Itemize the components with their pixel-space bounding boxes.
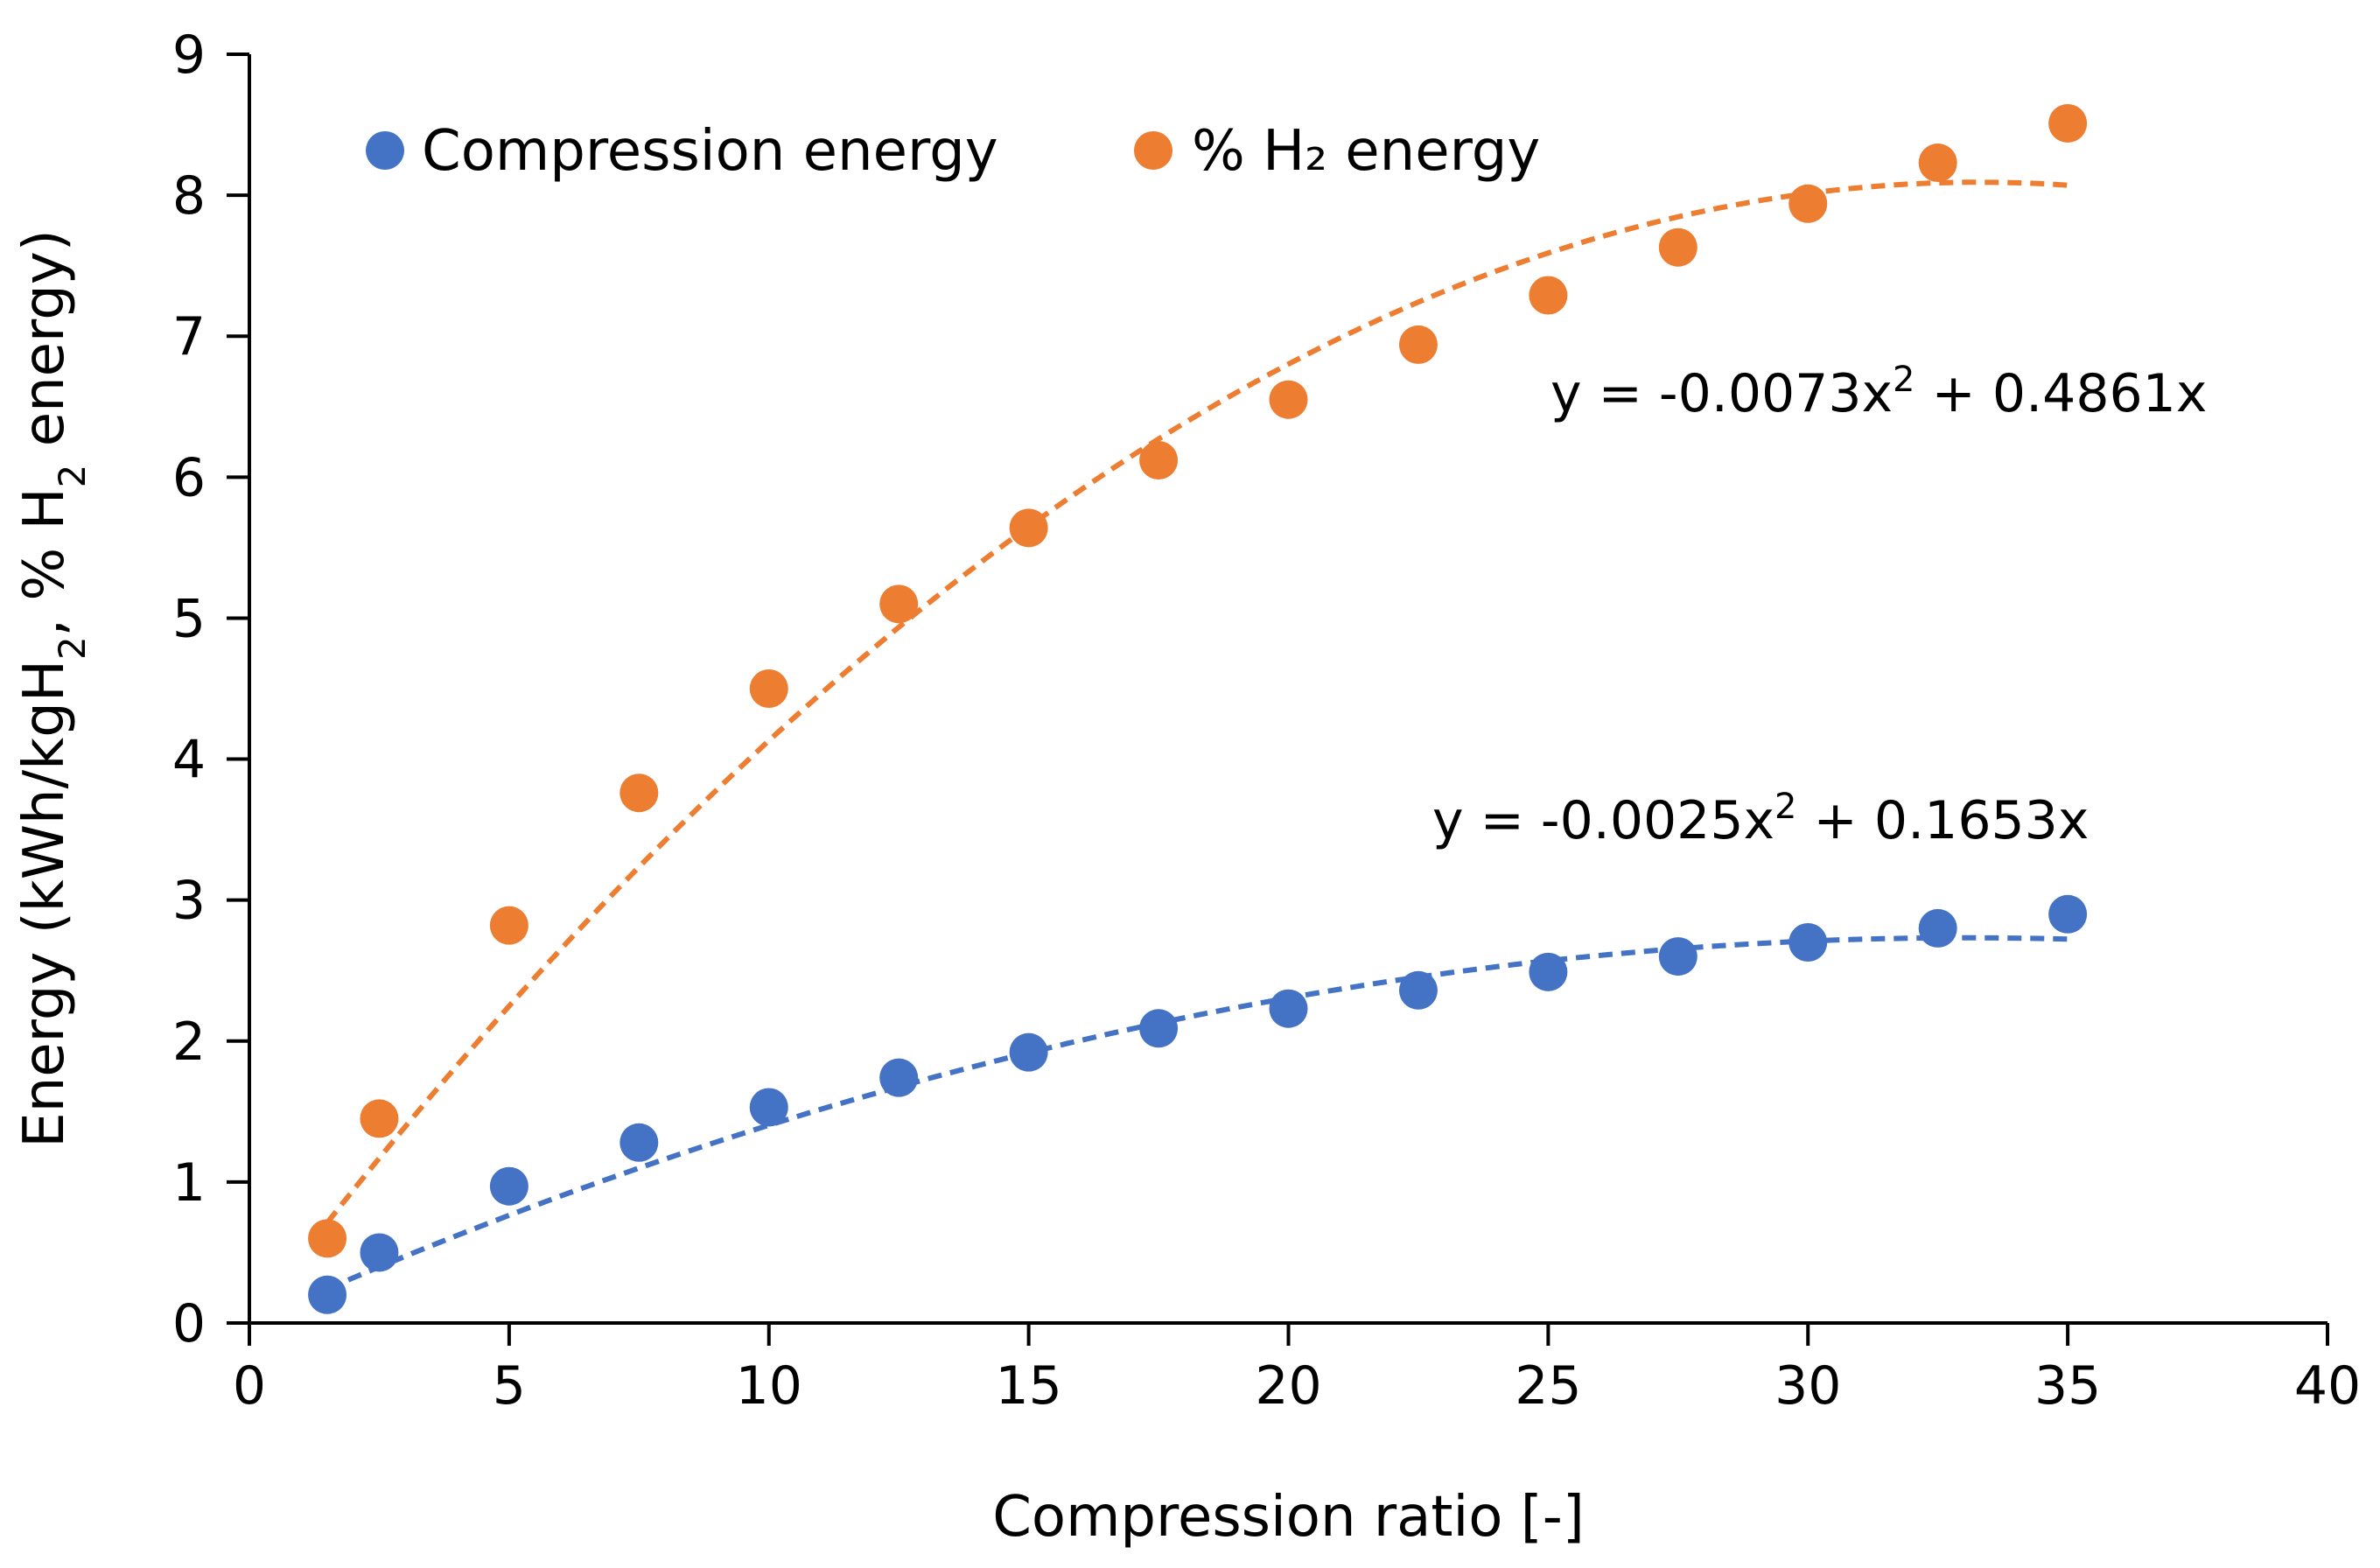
data-point-compression-energy <box>1139 1009 1179 1048</box>
y-tick-label: 8 <box>172 165 206 227</box>
trendline-h2-energy <box>325 179 2068 1225</box>
y-tick-label: 6 <box>172 447 206 508</box>
data-point-compression-energy <box>1269 989 1308 1028</box>
legend-label-compression-energy: Compression energy <box>422 119 998 184</box>
x-tick-label: 20 <box>1255 1355 1321 1417</box>
data-point-compression-energy <box>489 1166 528 1206</box>
data-point-h2-energy <box>1398 325 1438 364</box>
y-tick-label: 4 <box>172 730 206 791</box>
data-point-compression-energy <box>879 1058 919 1097</box>
data-point-h2-energy <box>1139 441 1179 480</box>
x-tick-label: 30 <box>1774 1355 1841 1417</box>
data-point-h2-energy <box>489 906 528 945</box>
data-point-h2-energy <box>1918 144 1957 183</box>
data-point-h2-energy <box>360 1099 399 1138</box>
x-tick-label: 10 <box>736 1355 802 1417</box>
x-tick-label: 35 <box>2034 1355 2101 1417</box>
data-point-h2-energy <box>1658 228 1698 267</box>
axes <box>248 54 2328 1325</box>
x-tick-label: 15 <box>995 1355 1061 1417</box>
y-axis-label: Energy (kWh/kgH2, % H2 energy) <box>12 229 94 1147</box>
data-point-h2-energy <box>620 774 659 813</box>
trendline-equation-h2-energy: y = -0.0073x2 + 0.4861x <box>1550 360 2207 424</box>
y-tick-label: 3 <box>172 871 206 932</box>
y-tick-label: 2 <box>172 1012 206 1073</box>
data-point-compression-energy <box>1529 952 1568 991</box>
data-point-h2-energy <box>1269 380 1308 419</box>
y-tick-label: 5 <box>172 588 206 649</box>
trendline-equation-compression-energy: y = -0.0025x2 + 0.1653x <box>1432 787 2089 851</box>
data-point-h2-energy <box>2048 103 2088 143</box>
data-point-compression-energy <box>620 1123 659 1162</box>
data-point-compression-energy <box>1658 937 1698 976</box>
data-point-layer <box>308 103 2088 1314</box>
data-point-compression-energy <box>1788 923 1828 962</box>
legend-marker-h2-energy <box>1134 131 1172 170</box>
x-tick-label: 5 <box>493 1355 526 1417</box>
y-tick-label: 9 <box>172 24 206 86</box>
data-point-compression-energy <box>1009 1032 1048 1072</box>
data-point-h2-energy <box>749 669 788 708</box>
data-point-compression-energy <box>1398 970 1438 1010</box>
trendline-layer <box>325 179 2068 1292</box>
y-tick-label: 1 <box>172 1152 206 1214</box>
trendline-compression-energy <box>326 934 2068 1292</box>
data-point-h2-energy <box>308 1219 347 1258</box>
legend: Compression energy % H₂ energy <box>366 119 1540 184</box>
data-point-compression-energy <box>360 1233 399 1272</box>
y-tick-label: 7 <box>172 306 206 368</box>
x-tick-label: 0 <box>233 1355 266 1417</box>
data-point-compression-energy <box>1918 908 1957 948</box>
data-point-compression-energy <box>749 1088 788 1127</box>
y-tick-label: 0 <box>172 1293 206 1354</box>
tick-layer: 0 5 10 15 20 25 30 35 40 0 1 2 3 4 5 6 7 8 9 <box>172 24 2361 1417</box>
x-tick-label: 25 <box>1515 1355 1581 1417</box>
data-point-h2-energy <box>1529 276 1568 315</box>
data-point-h2-energy <box>1788 184 1828 223</box>
data-point-h2-energy <box>879 584 919 624</box>
x-axis-label: Compression ratio [-] <box>992 1485 1585 1550</box>
legend-label-h2-energy: % H₂ energy <box>1192 119 1540 184</box>
data-point-h2-energy <box>1009 508 1048 548</box>
data-point-compression-energy <box>308 1275 347 1314</box>
data-point-compression-energy <box>2048 894 2088 934</box>
legend-marker-compression-energy <box>366 131 404 170</box>
x-tick-label: 40 <box>2294 1355 2361 1417</box>
